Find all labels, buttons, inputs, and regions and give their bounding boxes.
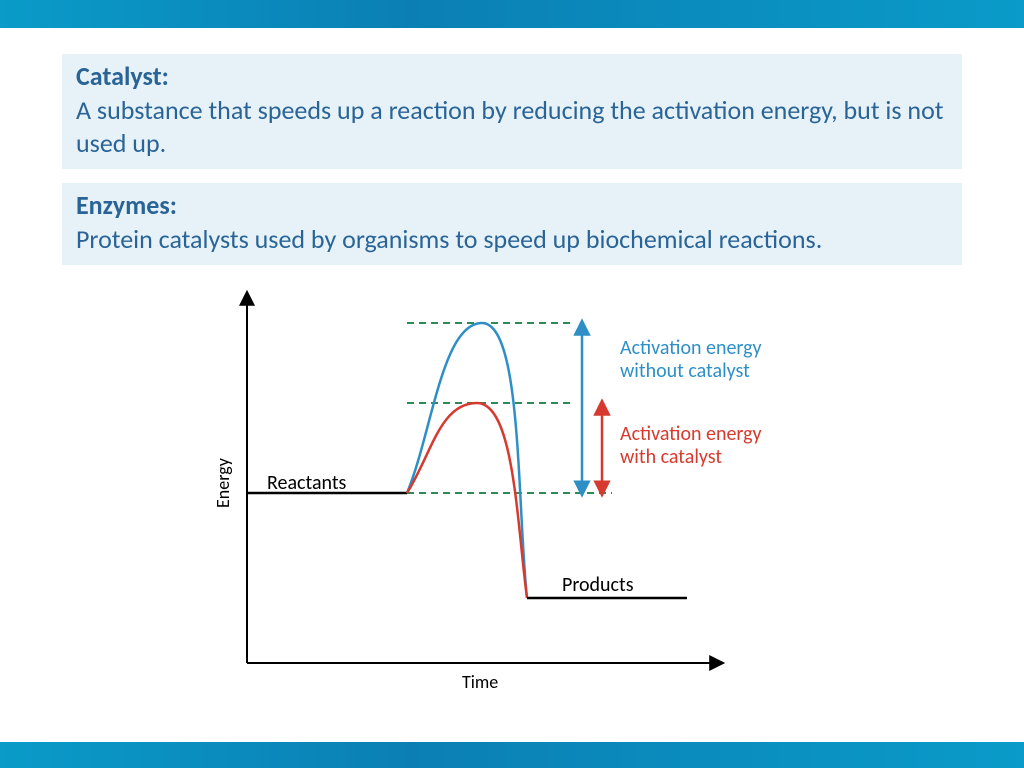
x-axis-label: Time (462, 671, 498, 693)
y-axis-label: Energy (212, 459, 234, 509)
slide-content: Catalyst: A substance that speeds up a r… (0, 28, 1024, 713)
definition-catalyst: Catalyst: A substance that speeds up a r… (62, 54, 962, 169)
legend-with-catalyst-l2: with catalyst (620, 445, 722, 469)
legend-no-catalyst: Activation energy without catalyst (620, 337, 762, 383)
legend-with-catalyst-l1: Activation energy (620, 422, 762, 446)
label-reactants: Reactants (267, 471, 346, 495)
legend-with-catalyst: Activation energy with catalyst (620, 423, 762, 469)
term-enzymes: Enzymes: (76, 189, 948, 223)
term-catalyst: Catalyst: (76, 60, 948, 94)
top-border-bar (0, 0, 1024, 28)
energy-diagram: Reactants Products Activation energy wit… (182, 283, 842, 713)
label-products: Products (562, 573, 634, 597)
bottom-border-bar (0, 742, 1024, 768)
legend-no-catalyst-l1: Activation energy (620, 336, 762, 360)
legend-no-catalyst-l2: without catalyst (620, 359, 750, 383)
definition-catalyst-text: A substance that speeds up a reaction by… (76, 94, 948, 161)
definition-enzymes-text: Protein catalysts used by organisms to s… (76, 223, 948, 256)
definition-enzymes: Enzymes: Protein catalysts used by organ… (62, 183, 962, 265)
